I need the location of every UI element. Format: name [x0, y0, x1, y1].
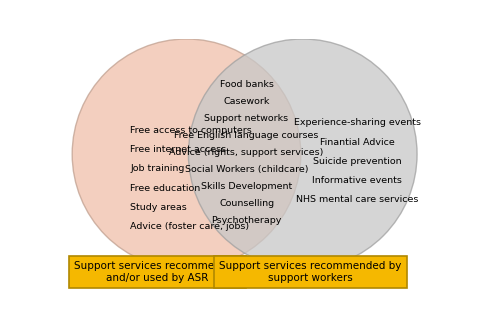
Text: Experience-sharing events: Experience-sharing events — [294, 118, 420, 127]
Text: Psychotherapy: Psychotherapy — [212, 216, 282, 225]
Text: Support networks: Support networks — [204, 113, 288, 123]
Text: Counselling: Counselling — [219, 199, 274, 208]
Ellipse shape — [72, 39, 301, 269]
Text: Informative events: Informative events — [312, 176, 402, 185]
Text: Free internet access: Free internet access — [130, 145, 226, 154]
Text: Social Workers (childcare): Social Workers (childcare) — [185, 165, 308, 174]
Text: Job training: Job training — [130, 164, 184, 173]
Ellipse shape — [188, 39, 417, 269]
Text: Support services recommended
and/or used by ASR: Support services recommended and/or used… — [74, 261, 240, 282]
Text: Free education: Free education — [130, 184, 200, 193]
Text: Advice (foster care, jobs): Advice (foster care, jobs) — [130, 222, 250, 231]
Text: Suicide prevention: Suicide prevention — [312, 157, 402, 166]
Text: Advice (rights, support services): Advice (rights, support services) — [170, 148, 324, 157]
Text: Support services recommended by
support workers: Support services recommended by support … — [220, 261, 402, 282]
Text: Finantial Advice: Finantial Advice — [320, 137, 394, 147]
Text: Skills Development: Skills Development — [201, 182, 292, 191]
Text: Casework: Casework — [224, 97, 270, 106]
Text: Study areas: Study areas — [130, 203, 187, 212]
Text: Free English language courses: Free English language courses — [174, 131, 319, 140]
Text: NHS mental care services: NHS mental care services — [296, 195, 418, 204]
Text: Free access to computers: Free access to computers — [130, 126, 252, 135]
Text: Food banks: Food banks — [220, 80, 274, 88]
